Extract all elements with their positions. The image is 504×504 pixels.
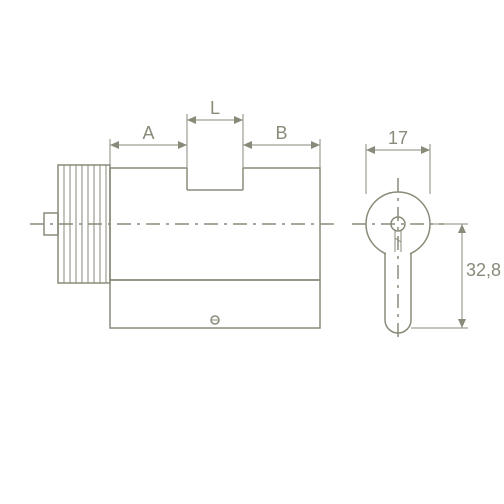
dim-label-B: B — [275, 123, 287, 143]
dim-label-32-8: 32,8 — [466, 260, 501, 280]
dim-label-17: 17 — [388, 128, 408, 148]
dim-label-A: A — [142, 123, 154, 143]
dim-label-L: L — [210, 98, 220, 118]
lock-cylinder-diagram: A L B 17 32,8 — [0, 0, 504, 504]
